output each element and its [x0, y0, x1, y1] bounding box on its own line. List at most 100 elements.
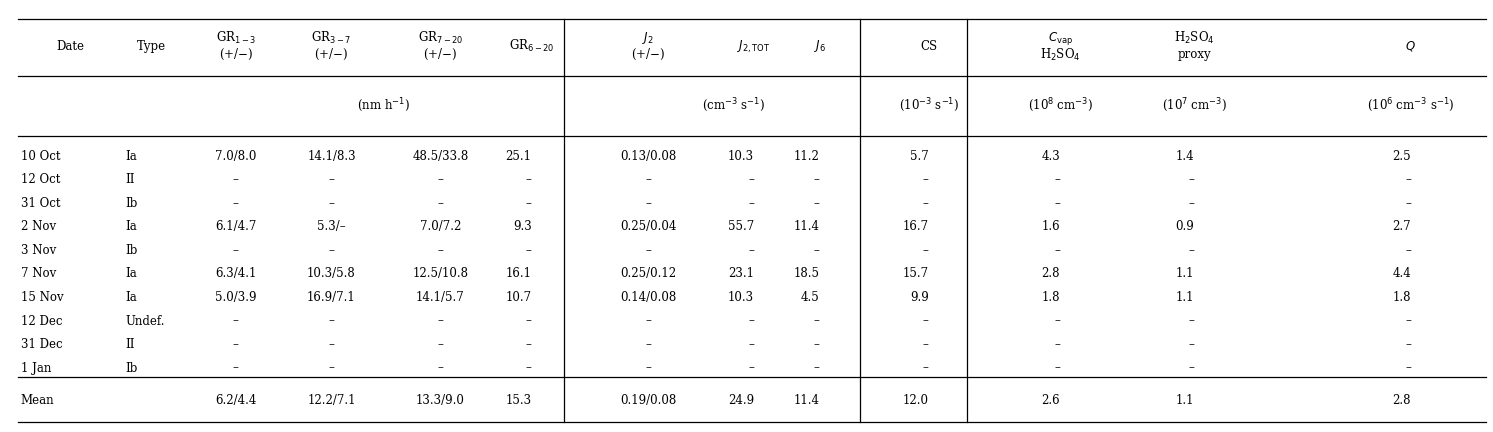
Text: –: –	[526, 173, 532, 186]
Text: II: II	[125, 173, 134, 186]
Text: –: –	[1188, 173, 1194, 186]
Text: 11.2: 11.2	[794, 150, 820, 163]
Text: –: –	[1188, 197, 1194, 210]
Text: –: –	[526, 338, 532, 351]
Text: 5.3/–: 5.3/–	[317, 220, 346, 233]
Text: 12.0: 12.0	[903, 394, 929, 407]
Text: –: –	[814, 244, 820, 257]
Text: 18.5: 18.5	[794, 267, 820, 280]
Text: –: –	[233, 362, 239, 375]
Text: 0.25/0.04: 0.25/0.04	[620, 220, 676, 233]
Text: 1.1: 1.1	[1176, 291, 1194, 304]
Text: (+/$-$): (+/$-$)	[632, 48, 664, 62]
Text: Mean: Mean	[21, 394, 55, 407]
Text: 5.7: 5.7	[909, 150, 929, 163]
Text: –: –	[645, 314, 651, 327]
Text: –: –	[1405, 314, 1411, 327]
Text: –: –	[748, 362, 754, 375]
Text: 16.7: 16.7	[903, 220, 929, 233]
Text: 7.0/7.2: 7.0/7.2	[420, 220, 461, 233]
Text: 2.8: 2.8	[1393, 394, 1411, 407]
Text: Ia: Ia	[125, 150, 137, 163]
Text: 10.3: 10.3	[729, 150, 754, 163]
Text: –: –	[437, 314, 443, 327]
Text: 2.8: 2.8	[1042, 267, 1060, 280]
Text: 23.1: 23.1	[729, 267, 754, 280]
Text: 0.14/0.08: 0.14/0.08	[620, 291, 676, 304]
Text: –: –	[1054, 197, 1060, 210]
Text: 6.2/4.4: 6.2/4.4	[215, 394, 257, 407]
Text: (+/$-$): (+/$-$)	[219, 48, 252, 62]
Text: 10.7: 10.7	[506, 291, 532, 304]
Text: H$_2$SO$_4$: H$_2$SO$_4$	[1173, 30, 1215, 46]
Text: Ia: Ia	[125, 291, 137, 304]
Text: 15.7: 15.7	[903, 267, 929, 280]
Text: 1.1: 1.1	[1176, 267, 1194, 280]
Text: –: –	[748, 197, 754, 210]
Text: –: –	[748, 314, 754, 327]
Text: 24.9: 24.9	[729, 394, 754, 407]
Text: –: –	[645, 338, 651, 351]
Text: –: –	[1405, 244, 1411, 257]
Text: –: –	[1054, 244, 1060, 257]
Text: –: –	[328, 338, 334, 351]
Text: 4.3: 4.3	[1041, 150, 1060, 163]
Text: H$_2$SO$_4$: H$_2$SO$_4$	[1039, 47, 1081, 63]
Text: –: –	[923, 338, 929, 351]
Text: (+/$-$): (+/$-$)	[424, 48, 457, 62]
Text: –: –	[526, 197, 532, 210]
Text: –: –	[233, 173, 239, 186]
Text: $C_\mathrm{vap}$: $C_\mathrm{vap}$	[1048, 29, 1072, 47]
Text: 55.7: 55.7	[727, 220, 754, 233]
Text: 7.0/8.0: 7.0/8.0	[215, 150, 257, 163]
Text: II: II	[125, 338, 134, 351]
Text: –: –	[328, 173, 334, 186]
Text: Ia: Ia	[125, 267, 137, 280]
Text: –: –	[814, 173, 820, 186]
Text: 12.2/7.1: 12.2/7.1	[308, 394, 355, 407]
Text: –: –	[233, 244, 239, 257]
Text: 5.0/3.9: 5.0/3.9	[215, 291, 257, 304]
Text: Ib: Ib	[125, 362, 137, 375]
Text: (10$^{7}$ cm$^{-3}$): (10$^{7}$ cm$^{-3}$)	[1162, 97, 1227, 114]
Text: GR$_{7-20}$: GR$_{7-20}$	[418, 30, 463, 46]
Text: 1.4: 1.4	[1176, 150, 1194, 163]
Text: 2.5: 2.5	[1393, 150, 1411, 163]
Text: –: –	[233, 197, 239, 210]
Text: 10.3: 10.3	[729, 291, 754, 304]
Text: GR$_{6-20}$: GR$_{6-20}$	[509, 38, 554, 54]
Text: 31 Oct: 31 Oct	[21, 197, 60, 210]
Text: –: –	[233, 338, 239, 351]
Text: Ib: Ib	[125, 197, 137, 210]
Text: 12 Dec: 12 Dec	[21, 314, 63, 327]
Text: 11.4: 11.4	[794, 220, 820, 233]
Text: –: –	[645, 197, 651, 210]
Text: 16.9/7.1: 16.9/7.1	[308, 291, 355, 304]
Text: (10$^{8}$ cm$^{-3}$): (10$^{8}$ cm$^{-3}$)	[1027, 97, 1093, 114]
Text: 13.3/9.0: 13.3/9.0	[417, 394, 464, 407]
Text: 31 Dec: 31 Dec	[21, 338, 63, 351]
Text: CS: CS	[920, 40, 938, 53]
Text: –: –	[1188, 338, 1194, 351]
Text: –: –	[437, 362, 443, 375]
Text: –: –	[814, 197, 820, 210]
Text: proxy: proxy	[1178, 48, 1211, 61]
Text: 1.8: 1.8	[1042, 291, 1060, 304]
Text: –: –	[526, 362, 532, 375]
Text: –: –	[1405, 338, 1411, 351]
Text: –: –	[526, 314, 532, 327]
Text: –: –	[1405, 362, 1411, 375]
Text: 1.6: 1.6	[1042, 220, 1060, 233]
Text: –: –	[437, 173, 443, 186]
Text: –: –	[1054, 362, 1060, 375]
Text: –: –	[923, 362, 929, 375]
Text: –: –	[437, 338, 443, 351]
Text: –: –	[1188, 244, 1194, 257]
Text: –: –	[233, 314, 239, 327]
Text: 2.6: 2.6	[1042, 394, 1060, 407]
Text: 6.1/4.7: 6.1/4.7	[215, 220, 257, 233]
Text: Type: Type	[137, 40, 167, 53]
Text: 1.1: 1.1	[1176, 394, 1194, 407]
Text: Ia: Ia	[125, 220, 137, 233]
Text: –: –	[1405, 197, 1411, 210]
